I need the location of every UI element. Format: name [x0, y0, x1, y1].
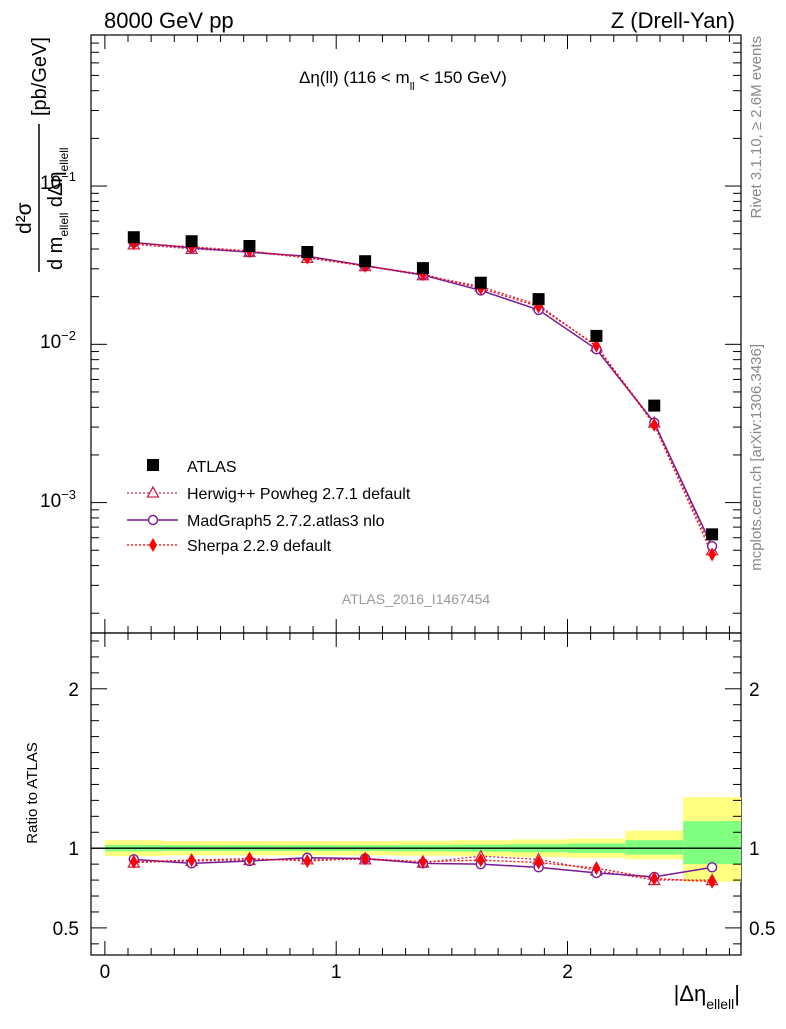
ratio-point-sherpa — [708, 874, 717, 889]
ratio-point-sherpa — [476, 853, 485, 868]
legend-label-atlas: ATLAS — [187, 459, 237, 476]
legend-marker-herwig — [146, 485, 160, 498]
legend-label-sherpa: Sherpa 2.2.9 default — [187, 538, 332, 555]
data-point-sherpa — [708, 547, 717, 562]
data-point-atlas — [474, 276, 487, 289]
y-axis-label-main: d²σ d mellell dΔηellell [pb/GeV] — [13, 37, 71, 272]
main-series-group — [127, 231, 719, 562]
data-point-atlas — [416, 262, 429, 275]
ratio-band-inner — [625, 840, 684, 855]
rivet-label: Rivet 3.1.10, ≥ 2.6M events — [748, 36, 765, 219]
legend-marker-sherpa — [149, 538, 157, 552]
data-point-atlas — [185, 235, 198, 248]
ratio-point-sherpa — [129, 854, 138, 869]
ratio-y-tick-label: 2 — [68, 680, 79, 701]
legend-marker-atlas — [147, 459, 159, 471]
ratio-point-sherpa — [361, 851, 370, 866]
ratio-point-sherpa — [650, 871, 659, 886]
header-right: Z (Drell-Yan) — [611, 8, 735, 33]
x-tick-label: 2 — [562, 962, 573, 983]
y-axis-label-ratio: Ratio to ATLAS — [24, 742, 41, 843]
ratio-point-sherpa — [418, 854, 427, 869]
ratio-point-sherpa — [187, 853, 196, 868]
x-tick-label: 1 — [331, 962, 342, 983]
legend-label-madgraph: MadGraph5 2.7.2.atlas3 nlo — [187, 513, 385, 530]
ylabel-denominator: d mellell dΔηellell — [45, 147, 71, 270]
x-axis-label: |Δηellell| — [674, 981, 740, 1012]
x-tick-label: 0 — [100, 962, 111, 983]
data-point-atlas — [648, 399, 661, 412]
data-point-atlas — [706, 528, 719, 541]
data-point-atlas — [243, 239, 256, 252]
ratio-y-tick-label: 2 — [749, 680, 760, 701]
legend-marker-madgraph — [147, 514, 159, 526]
data-point-atlas — [532, 293, 545, 306]
data-point-atlas — [127, 231, 140, 244]
data-point-sherpa — [650, 417, 659, 432]
data-point-atlas — [590, 329, 603, 342]
ratio-y-tick-label: 1 — [749, 839, 760, 860]
ratio-band-inner — [683, 821, 741, 865]
ratio-y-tick-label: 0.5 — [749, 919, 775, 940]
ratio-point-madgraph — [706, 862, 718, 873]
ratio-y-tick-label: 1 — [68, 839, 79, 860]
y-tick-label-1e-2: 10−2 — [40, 328, 76, 353]
data-point-sherpa — [592, 338, 601, 353]
ratio-axis-ticks: 0.5 0.5 1 1 2 2 0 1 2 — [53, 633, 775, 983]
data-point-atlas — [359, 255, 372, 268]
ratio-point-sherpa — [534, 855, 543, 870]
series-line-sherpa — [133, 242, 713, 555]
legend-label-herwig: Herwig++ Powheg 2.7.1 default — [187, 486, 411, 503]
y-tick-label-1e-3: 10−3 — [40, 487, 76, 512]
series-line-herwig — [133, 243, 713, 551]
y-tick-label-1e-1: 10−1 — [40, 169, 76, 194]
data-point-atlas — [301, 246, 314, 259]
mcplots-label: mcplots.cern.ch [arXiv:1306.3436] — [748, 344, 765, 571]
plot-title: Δη(ll) (116 < mll < 150 GeV) — [299, 68, 507, 93]
ylabel-units: [pb/GeV] — [29, 37, 51, 116]
header-left: 8000 GeV pp — [104, 8, 234, 33]
ratio-y-tick-label: 0.5 — [53, 919, 79, 940]
ratio-point-sherpa — [303, 853, 312, 868]
ratio-series-group — [127, 849, 719, 889]
ratio-point-sherpa — [592, 861, 601, 876]
legend: ATLAS Herwig++ Powheg 2.7.1 default MadG… — [127, 459, 411, 555]
ylabel-numerator: d²σ — [13, 202, 36, 234]
ratio-point-sherpa — [245, 851, 254, 866]
ratio-uncertainty-bands — [91, 797, 741, 882]
main-axis-ticks — [91, 34, 741, 633]
analysis-watermark: ATLAS_2016_I1467454 — [342, 591, 491, 607]
ratio-plot-frame — [90, 632, 742, 956]
